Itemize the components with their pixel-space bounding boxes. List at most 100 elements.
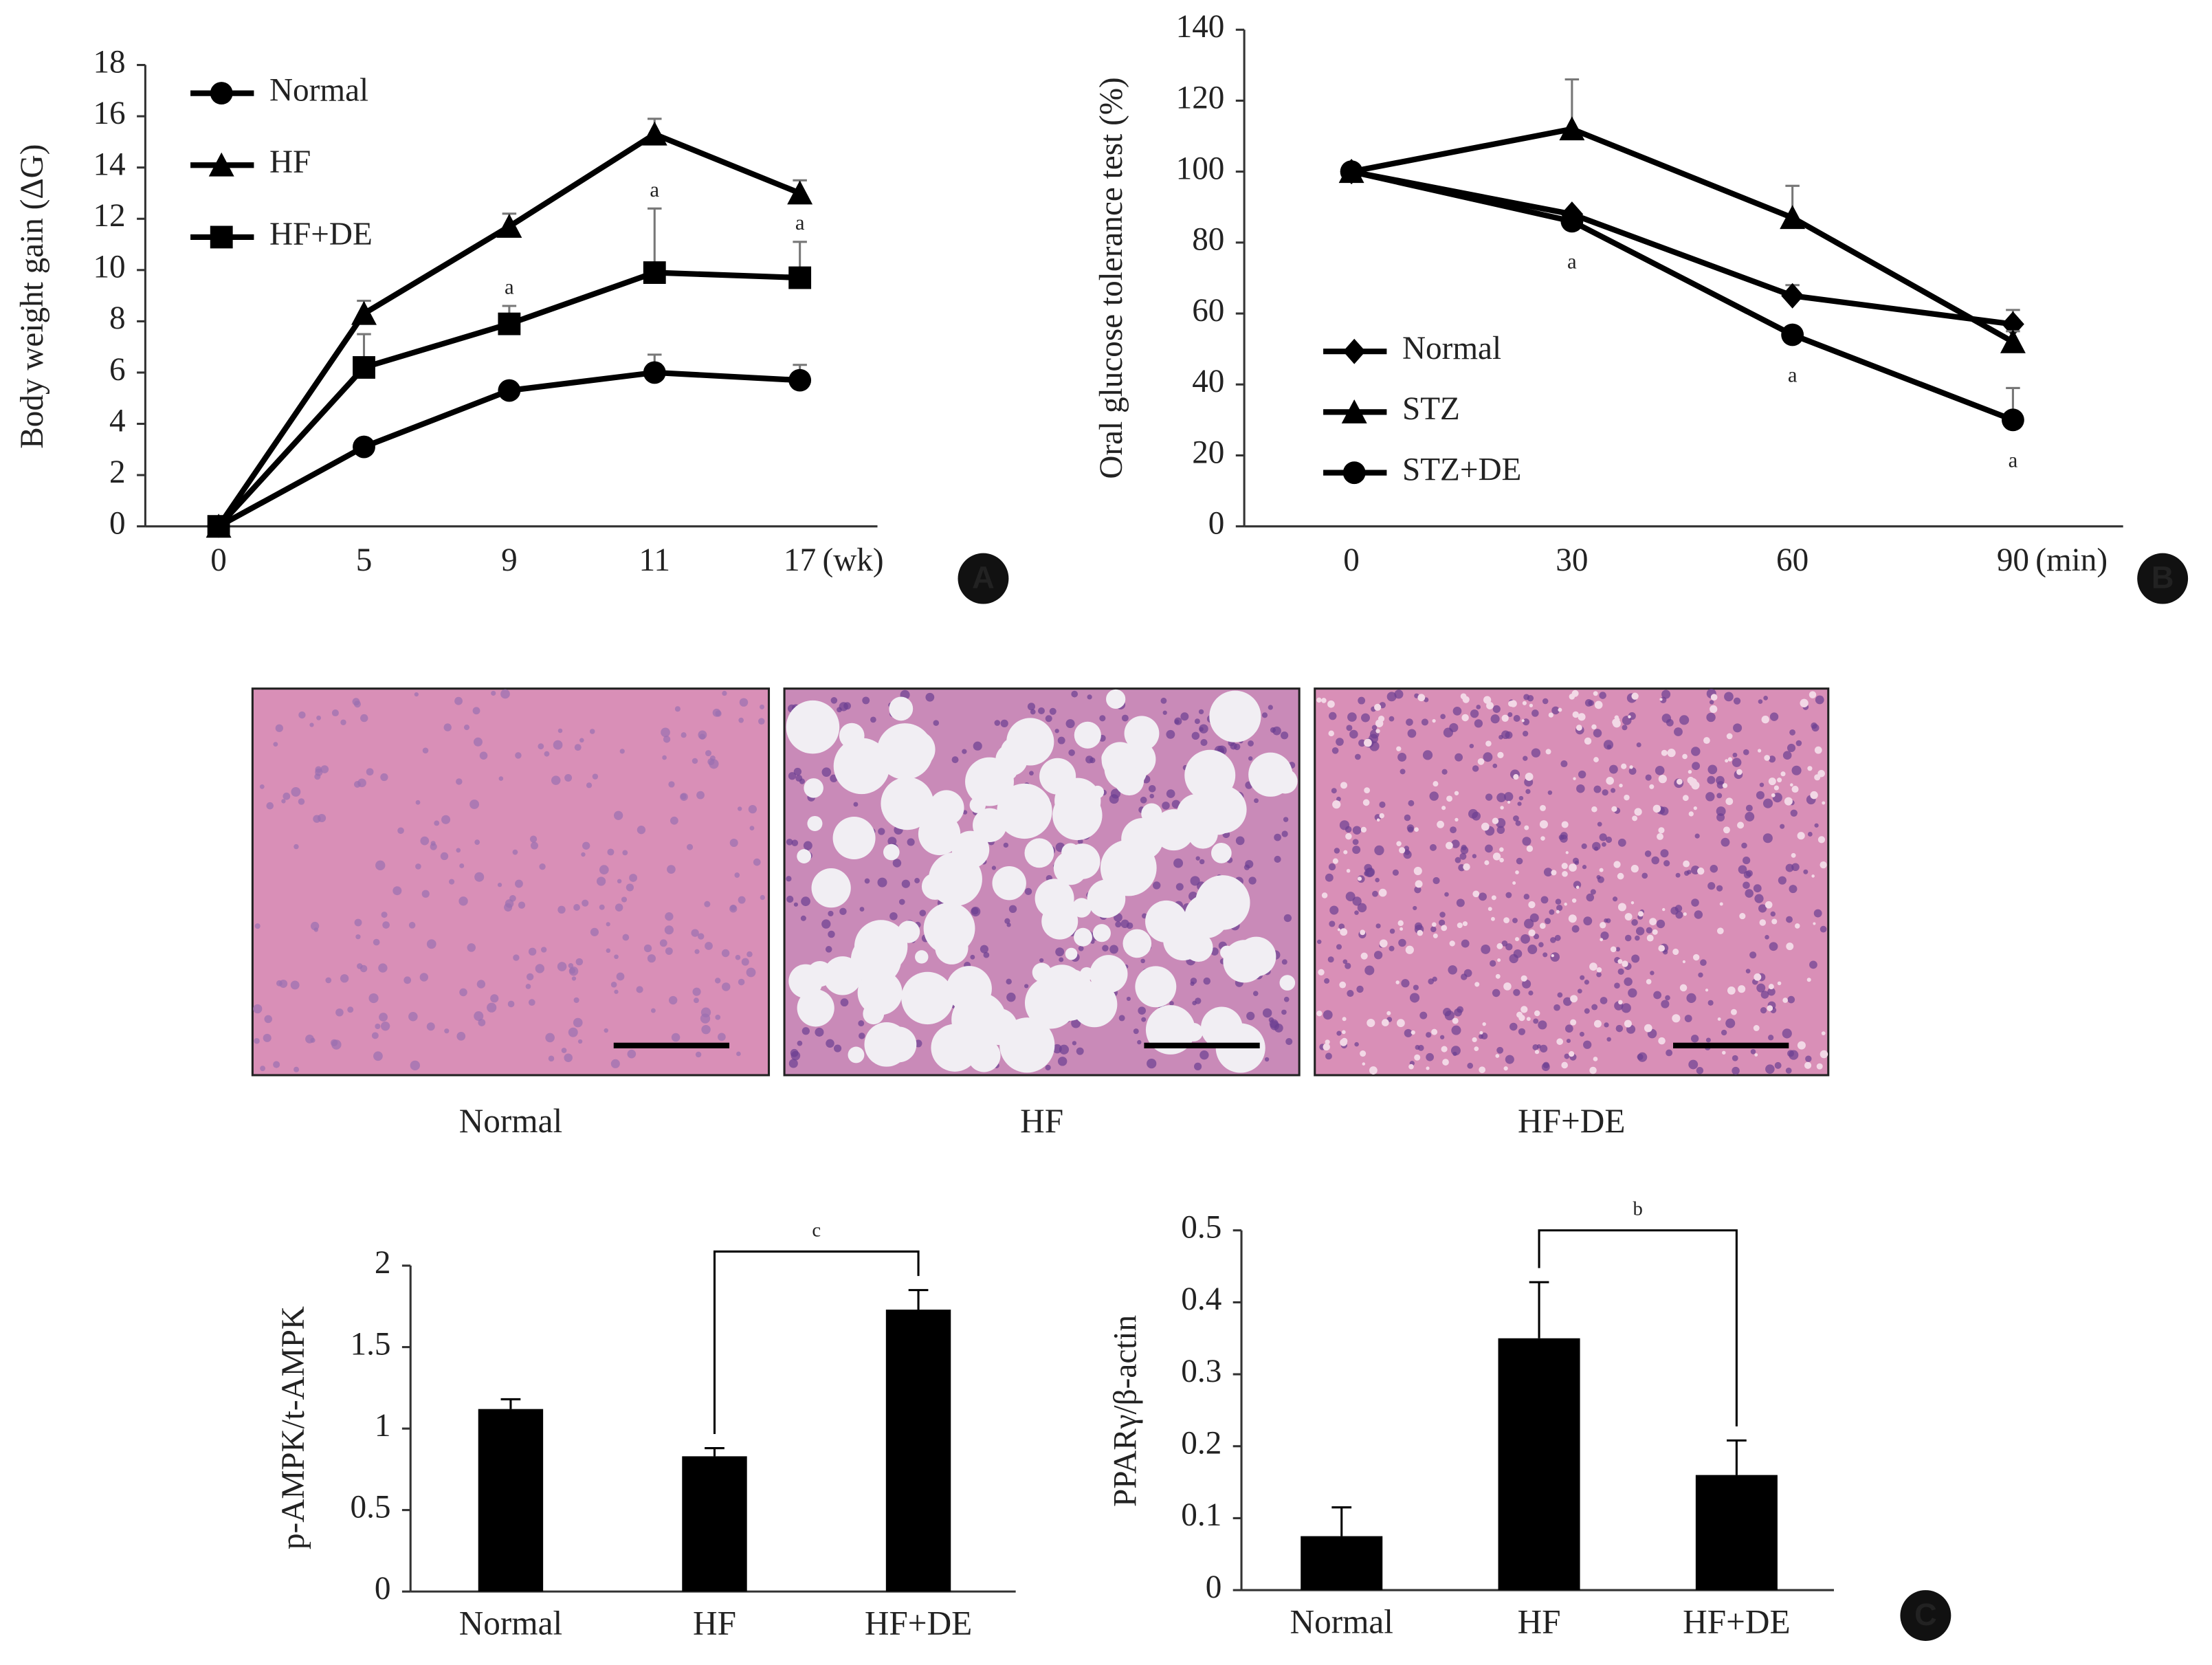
x-tick-label: HF+DE xyxy=(1683,1603,1790,1641)
nucleus xyxy=(626,883,634,892)
vacuole xyxy=(1817,769,1825,778)
vacuole xyxy=(1479,1066,1486,1074)
vacuole xyxy=(1629,765,1633,769)
nucleus xyxy=(1268,705,1273,710)
vacuole xyxy=(1658,774,1667,784)
nucleus xyxy=(1517,802,1522,806)
nucleus xyxy=(298,711,306,719)
vacuole xyxy=(1525,773,1534,781)
nucleus xyxy=(1787,995,1795,1004)
nucleus xyxy=(1615,1024,1624,1033)
nucleus xyxy=(1529,913,1539,923)
nucleus xyxy=(1650,971,1655,975)
nucleus xyxy=(1707,1000,1714,1006)
nucleus xyxy=(1029,771,1034,776)
nucleus xyxy=(1373,951,1383,960)
nucleus xyxy=(259,784,265,789)
significance-bracket xyxy=(1538,1229,1738,1426)
nucleus xyxy=(962,749,967,754)
lipid-droplet xyxy=(1135,966,1177,1008)
nucleus xyxy=(290,980,300,990)
vacuole xyxy=(1540,836,1545,841)
nucleus xyxy=(738,896,746,904)
nucleus xyxy=(310,921,320,931)
nucleus xyxy=(1597,822,1602,827)
nucleus xyxy=(1686,993,1696,1003)
nucleus xyxy=(1087,694,1092,700)
vacuole xyxy=(1455,817,1459,822)
vacuole xyxy=(1497,751,1504,759)
vacuole xyxy=(1697,867,1705,875)
nucleus xyxy=(1006,992,1016,1002)
nucleus xyxy=(557,728,563,734)
nucleus xyxy=(680,793,688,802)
vacuole xyxy=(1461,714,1469,722)
y-tick-label: 10 xyxy=(93,250,125,285)
nucleus xyxy=(1413,905,1417,911)
nucleus xyxy=(1756,791,1765,800)
nucleus xyxy=(1327,956,1334,963)
nucleus xyxy=(1037,707,1045,715)
lipid-droplet xyxy=(1114,766,1144,796)
nucleus xyxy=(825,946,832,953)
nucleus xyxy=(1644,850,1652,857)
nucleus xyxy=(1467,1062,1474,1069)
nucleus xyxy=(1635,935,1640,941)
nucleus xyxy=(415,800,421,805)
x-tick-label: 60 xyxy=(1776,542,1809,578)
nucleus xyxy=(1743,749,1749,756)
histology-caption: HF xyxy=(1020,1102,1063,1140)
vacuole xyxy=(1486,702,1494,709)
vacuole xyxy=(1807,766,1813,771)
nucleus xyxy=(340,719,346,725)
nucleus xyxy=(1008,905,1017,913)
nucleus xyxy=(722,982,731,991)
nucleus xyxy=(840,998,849,1007)
vacuole xyxy=(1452,1017,1459,1024)
nucleus xyxy=(352,698,360,706)
nucleus xyxy=(1635,927,1645,936)
vacuole xyxy=(1632,815,1638,822)
vacuole xyxy=(1472,1037,1477,1043)
nucleus xyxy=(1448,965,1457,975)
nucleus xyxy=(1560,832,1568,840)
nucleus xyxy=(712,708,721,717)
nucleus xyxy=(1501,730,1510,740)
nucleus xyxy=(1199,727,1204,732)
nucleus xyxy=(1133,1028,1139,1035)
nucleus xyxy=(590,927,599,936)
nucleus xyxy=(472,707,480,715)
vacuole xyxy=(1548,712,1553,718)
nucleus xyxy=(1121,714,1129,722)
nucleus xyxy=(1628,767,1637,775)
vacuole xyxy=(1649,918,1657,925)
nucleus xyxy=(1591,1004,1598,1011)
nucleus xyxy=(1542,1061,1549,1069)
nucleus xyxy=(1705,792,1715,802)
vacuole xyxy=(1634,808,1642,816)
nucleus xyxy=(1496,793,1506,802)
vacuole xyxy=(1570,995,1578,1003)
vacuole xyxy=(1790,783,1793,787)
vacuole xyxy=(1754,973,1762,981)
nucleus xyxy=(694,949,700,954)
nucleus xyxy=(610,1059,620,1068)
lipid-droplet xyxy=(1201,1006,1243,1049)
vacuole xyxy=(1784,797,1793,806)
nucleus xyxy=(1024,984,1029,989)
nucleus xyxy=(415,863,421,870)
nucleus xyxy=(1745,889,1754,898)
nucleus xyxy=(668,995,678,1005)
nucleus xyxy=(1675,872,1681,878)
nucleus xyxy=(1612,896,1618,902)
nucleus xyxy=(737,806,742,811)
vacuole xyxy=(1621,763,1627,769)
nucleus xyxy=(1622,725,1628,731)
y-tick-label: 18 xyxy=(93,44,125,80)
nucleus xyxy=(273,742,278,747)
lipid-droplet xyxy=(811,868,851,908)
y-tick-label: 120 xyxy=(1176,80,1225,115)
annotation: a xyxy=(2009,448,2018,472)
nucleus xyxy=(1505,943,1513,951)
vacuole xyxy=(1433,933,1438,938)
